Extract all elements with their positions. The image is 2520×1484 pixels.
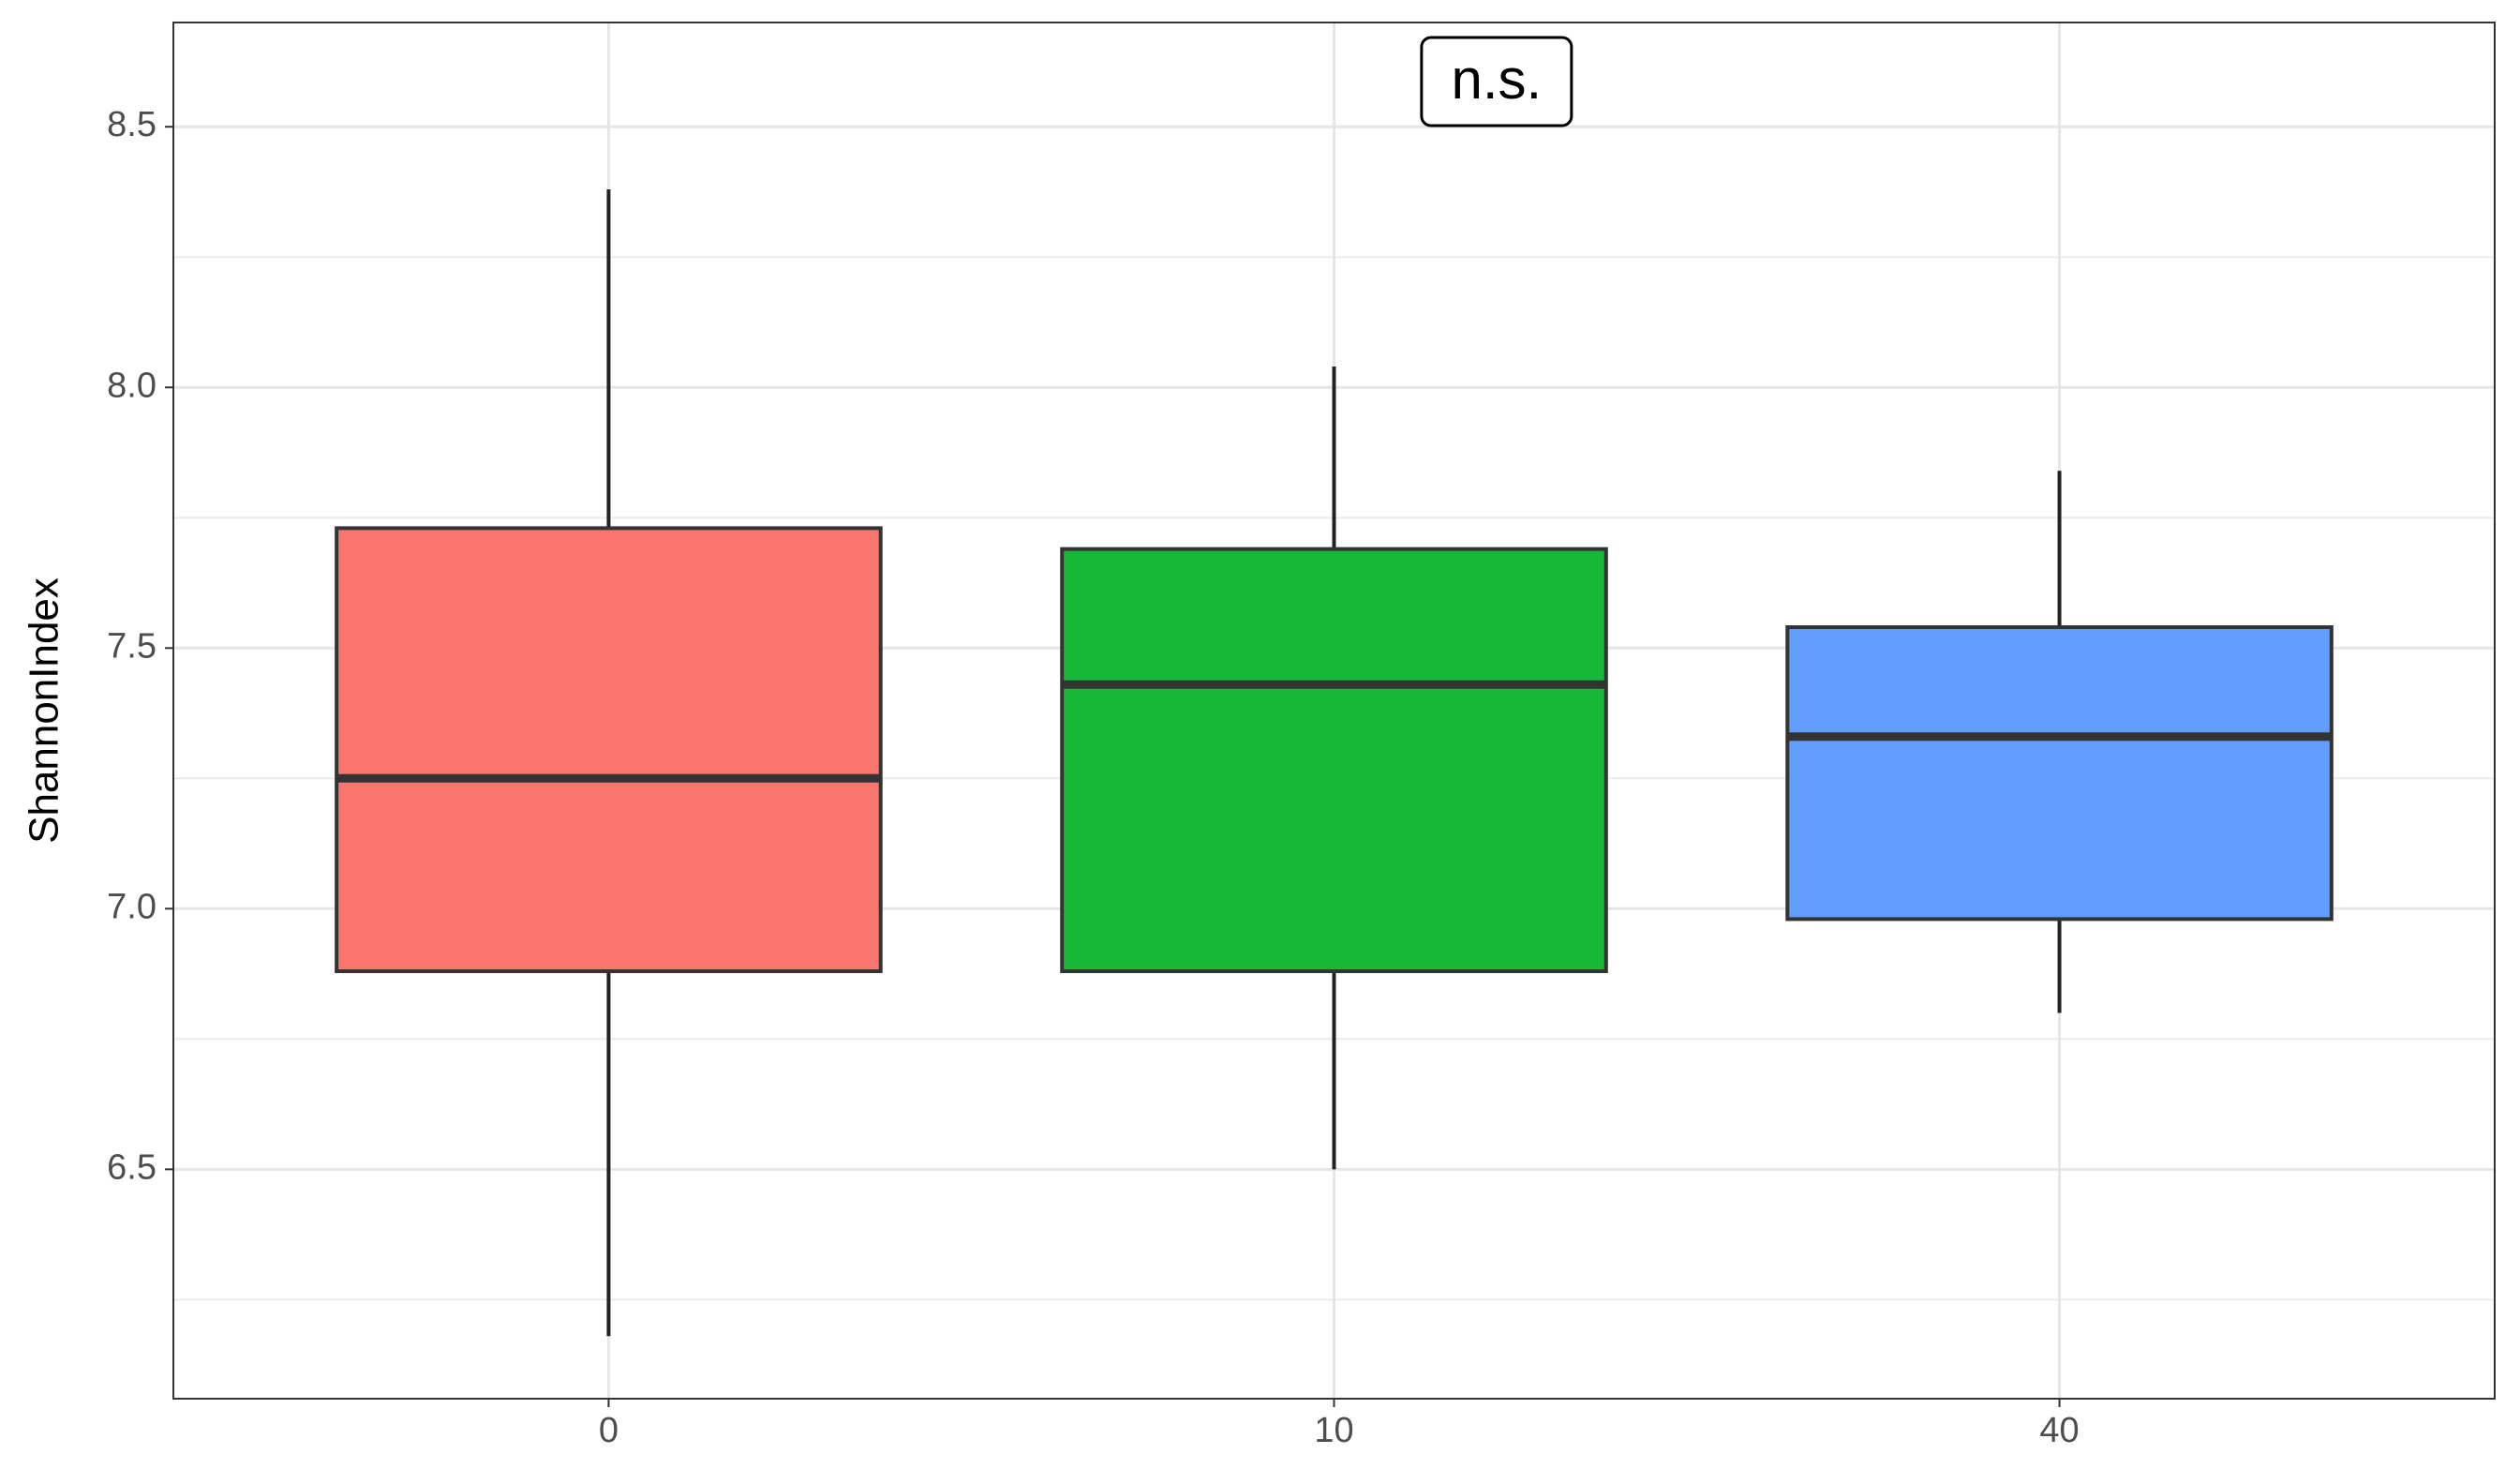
annotation-box	[1420, 36, 1573, 127]
y-tick-label: 7.0	[107, 887, 157, 926]
x-tick-label: 10	[1314, 1411, 1353, 1450]
y-tick-label: 8.0	[107, 366, 157, 405]
y-tick-label: 8.5	[107, 105, 157, 144]
box	[1060, 547, 1608, 974]
y-tick-label: 6.5	[107, 1147, 157, 1187]
plot-border	[172, 22, 2496, 1400]
box	[335, 526, 883, 974]
y-axis-label: ShannonIndex	[22, 577, 67, 844]
x-tick-label: 40	[2039, 1411, 2079, 1450]
box	[1785, 625, 2334, 922]
y-tick-label: 7.5	[107, 626, 157, 666]
annotation: n.s.	[1452, 48, 1543, 111]
x-tick-label: 0	[599, 1411, 619, 1450]
